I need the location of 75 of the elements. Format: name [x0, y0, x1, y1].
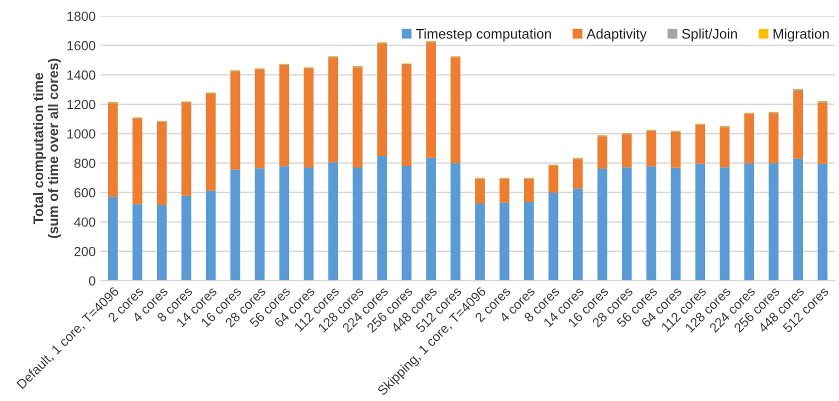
bar [181, 196, 192, 281]
bar [548, 166, 558, 192]
legend-label: Adaptivity [586, 28, 647, 42]
bar [304, 68, 314, 168]
bar [328, 57, 338, 162]
bar [426, 42, 436, 158]
y-tick-label: 1000 [67, 129, 96, 139]
bar [108, 103, 118, 197]
bar [720, 127, 730, 168]
bar [744, 163, 754, 281]
bar [572, 159, 583, 189]
bar [132, 118, 142, 204]
bar [818, 164, 828, 281]
bar [352, 167, 363, 281]
bar [744, 114, 754, 164]
bar [768, 113, 779, 164]
bar [500, 178, 510, 203]
bar [720, 167, 730, 281]
y-tick-label: 200 [74, 246, 96, 256]
bar [475, 178, 485, 204]
bar [156, 122, 167, 205]
bar [352, 67, 363, 168]
bar [500, 202, 510, 281]
legend-label: Split/Join [682, 28, 737, 42]
legend-label: Migration [774, 28, 829, 42]
bar [254, 168, 265, 281]
bar [206, 94, 216, 191]
y-tick-label: 0 [88, 276, 96, 286]
bar [695, 124, 706, 164]
bar [156, 204, 167, 281]
bar [279, 65, 290, 166]
bar [670, 132, 681, 168]
bar [524, 202, 534, 281]
bar [304, 167, 314, 281]
bar [230, 71, 240, 170]
y-tick-label: 800 [74, 158, 96, 168]
y-tick-label: 1200 [67, 100, 96, 110]
bar [670, 168, 681, 281]
y-tick-label: 600 [74, 188, 96, 198]
bar [254, 69, 265, 168]
bar [622, 167, 632, 281]
bar [597, 168, 608, 281]
bar [548, 192, 558, 281]
bar [181, 102, 192, 196]
bar [597, 136, 608, 169]
bar [132, 204, 142, 281]
bar [768, 163, 779, 281]
y-tick-label: 400 [74, 217, 96, 227]
bar [426, 158, 436, 281]
bar [108, 196, 118, 281]
bar [328, 162, 338, 281]
bar [695, 164, 706, 281]
y-tick-label: 1400 [67, 70, 96, 80]
bar [230, 170, 240, 281]
y-axis-title: Total computation time (sum of time over all cores) [33, 58, 61, 238]
bar [450, 57, 460, 164]
bar [402, 64, 412, 166]
bar [377, 43, 387, 156]
bar [279, 166, 290, 281]
bar [450, 163, 460, 281]
bar [572, 188, 583, 281]
bar [622, 134, 632, 168]
bar [793, 91, 803, 159]
bar [377, 156, 387, 281]
bar [793, 158, 803, 281]
bar [402, 166, 412, 281]
y-tick-label: 1600 [67, 41, 96, 50]
bar [206, 190, 216, 281]
bar [646, 166, 656, 281]
legend-label: Timestep computation [416, 28, 551, 42]
bar [646, 130, 656, 166]
y-tick-label: 1800 [67, 12, 96, 21]
bar [475, 204, 485, 281]
bar [818, 102, 828, 164]
bar [524, 178, 534, 202]
